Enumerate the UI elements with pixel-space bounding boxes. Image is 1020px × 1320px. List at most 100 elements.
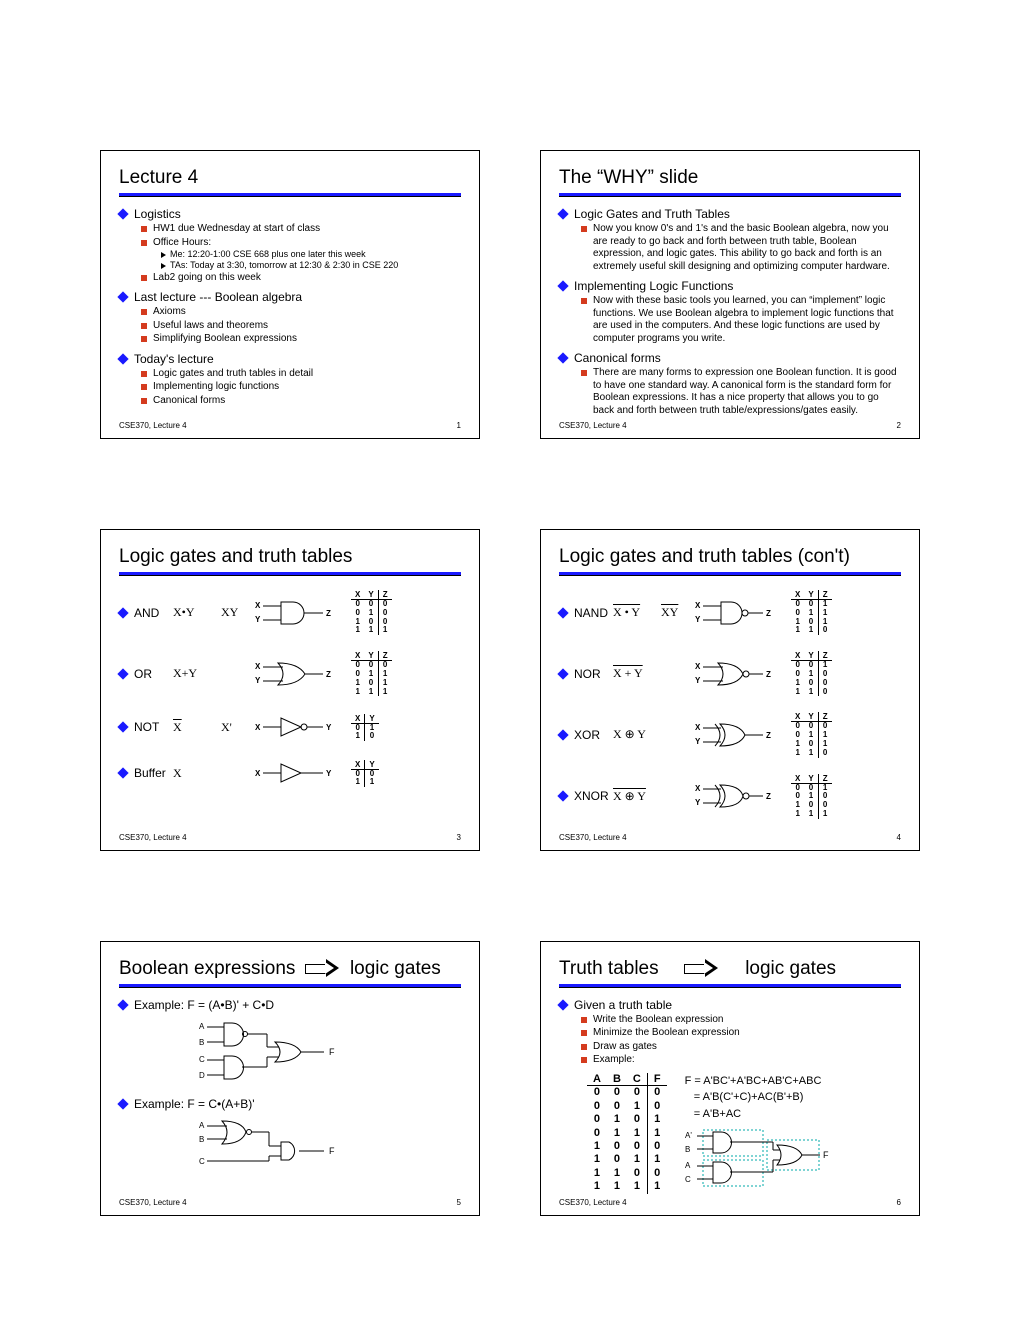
text: TAs: Today at 3:30, tomorrow at 12:30 & …: [170, 260, 398, 271]
gate-name: XOR: [574, 728, 600, 742]
svg-text:B: B: [685, 1145, 690, 1154]
bullet: Draw as gates: [581, 1041, 901, 1054]
arrow-icon: [161, 252, 166, 258]
bullet: There are many forms to expression one B…: [581, 367, 901, 417]
truth-table-or: XYZ000011101111: [351, 651, 392, 696]
title-part: logic gates: [350, 958, 441, 979]
bullet: Implementing Logic Functions: [559, 279, 901, 293]
square-icon: [581, 1057, 587, 1063]
text: Last lecture --- Boolean algebra: [134, 290, 302, 304]
svg-text:Z: Z: [766, 792, 771, 801]
truth-table-not: XY0110: [351, 714, 379, 742]
slide-3: Logic gates and truth tables AND X•Y XY …: [100, 529, 480, 851]
slide-title: Truth tables logic gates: [559, 958, 901, 980]
square-icon: [141, 309, 147, 315]
svg-text:Z: Z: [766, 670, 771, 679]
text: Lab2 going on this week: [153, 272, 261, 285]
square-icon: [581, 226, 587, 232]
svg-text:Z: Z: [326, 609, 331, 618]
slide-title: The “WHY” slide: [559, 167, 901, 189]
footer-text: CSE370, Lecture 4: [559, 1198, 627, 1207]
diamond-icon: [557, 668, 568, 679]
not-gate-icon: X Y: [253, 712, 343, 742]
text: Now with these basic tools you learned, …: [593, 295, 901, 345]
svg-text:X: X: [695, 662, 701, 671]
diamond-icon: [117, 291, 128, 302]
text: Useful laws and theorems: [153, 320, 268, 333]
diamond-icon: [117, 1098, 128, 1109]
svg-text:A: A: [199, 1121, 205, 1130]
bullet: TAs: Today at 3:30, tomorrow at 12:30 & …: [161, 260, 461, 271]
truth-table-xnor: XYZ001010100111: [791, 774, 832, 819]
slide-1: Lecture 4 Logistics HW1 due Wednesday at…: [100, 150, 480, 439]
title-rule: [559, 193, 901, 197]
slide-title: Logic gates and truth tables: [119, 546, 461, 568]
svg-text:Y: Y: [326, 769, 332, 778]
bullet: Canonical forms: [559, 351, 901, 365]
bullet: Lab2 going on this week: [141, 272, 461, 285]
text: Now you know 0's and 1's and the basic B…: [593, 223, 901, 273]
slide-title: Lecture 4: [119, 167, 461, 189]
truth-table-and: XYZ000010100111: [351, 590, 392, 635]
truth-table-xor: XYZ000011101110: [791, 712, 832, 757]
footer-text: CSE370, Lecture 4: [119, 421, 187, 430]
text: Given a truth table: [574, 998, 672, 1012]
equation: F = A'BC'+A'BC+AB'C+ABC: [685, 1073, 835, 1090]
svg-text:Z: Z: [766, 609, 771, 618]
diamond-icon: [117, 353, 128, 364]
square-icon: [141, 384, 147, 390]
diamond-icon: [557, 999, 568, 1010]
title-part: logic gates: [745, 958, 836, 979]
text: HW1 due Wednesday at start of class: [153, 223, 320, 236]
svg-text:F: F: [823, 1150, 829, 1160]
diamond-icon: [117, 668, 128, 679]
square-icon: [581, 298, 587, 304]
gate-expr: X•Y: [173, 605, 221, 620]
svg-text:X: X: [255, 723, 261, 732]
diamond-icon: [557, 607, 568, 618]
footer-text: CSE370, Lecture 4: [119, 1198, 187, 1207]
square-icon: [141, 398, 147, 404]
diamond-icon: [557, 790, 568, 801]
svg-text:X: X: [695, 784, 701, 793]
arrow-icon: [684, 961, 720, 977]
square-icon: [581, 370, 587, 376]
buffer-gate-icon: X Y: [253, 758, 343, 788]
bullet: HW1 due Wednesday at start of class: [141, 223, 461, 236]
bullet: Useful laws and theorems: [141, 320, 461, 333]
slide-5: Boolean expressions logic gates Example:…: [100, 941, 480, 1216]
gate-expr: X: [173, 766, 221, 781]
truth-table-nor: XYZ001010100110: [791, 651, 832, 696]
nand-gate-icon: XY Z: [693, 598, 783, 628]
equation: = A'B+AC: [685, 1106, 835, 1123]
diamond-icon: [557, 280, 568, 291]
bullet: Simplifying Boolean expressions: [141, 333, 461, 346]
slide-footer: CSE370, Lecture 43: [119, 829, 461, 842]
text: There are many forms to expression one B…: [593, 367, 901, 417]
gate-expr: XY: [661, 605, 678, 619]
bullet: Given a truth table: [559, 998, 901, 1012]
title-rule: [559, 984, 901, 988]
page-number: 1: [457, 421, 461, 430]
gate-nand: NAND X • Y XY XY Z XYZ001011101110: [559, 590, 901, 635]
square-icon: [141, 323, 147, 329]
diamond-icon: [117, 768, 128, 779]
slide-6: Truth tables logic gates Given a truth t…: [540, 941, 920, 1216]
text: Implementing logic functions: [153, 381, 279, 394]
gate-expr: X ⊕ Y: [613, 727, 661, 742]
gate-name: XNOR: [574, 789, 609, 803]
xor-gate-icon: XY Z: [693, 720, 783, 750]
gate-name: NOT: [134, 720, 159, 734]
slide-2: The “WHY” slide Logic Gates and Truth Ta…: [540, 150, 920, 439]
slide-title: Logic gates and truth tables (con't): [559, 546, 901, 568]
svg-text:Y: Y: [695, 676, 701, 685]
bullet: Logic gates and truth tables in detail: [141, 368, 461, 381]
text: Office Hours:: [153, 237, 211, 250]
text: Example: F = (A•B)' + C•D: [134, 998, 274, 1012]
square-icon: [141, 240, 147, 246]
gate-name: Buffer: [134, 766, 166, 780]
bullet: Me: 12:20-1:00 CSE 668 plus one later th…: [161, 249, 461, 260]
bullet: Logic Gates and Truth Tables: [559, 207, 901, 221]
diamond-icon: [117, 607, 128, 618]
svg-text:D: D: [199, 1071, 205, 1080]
